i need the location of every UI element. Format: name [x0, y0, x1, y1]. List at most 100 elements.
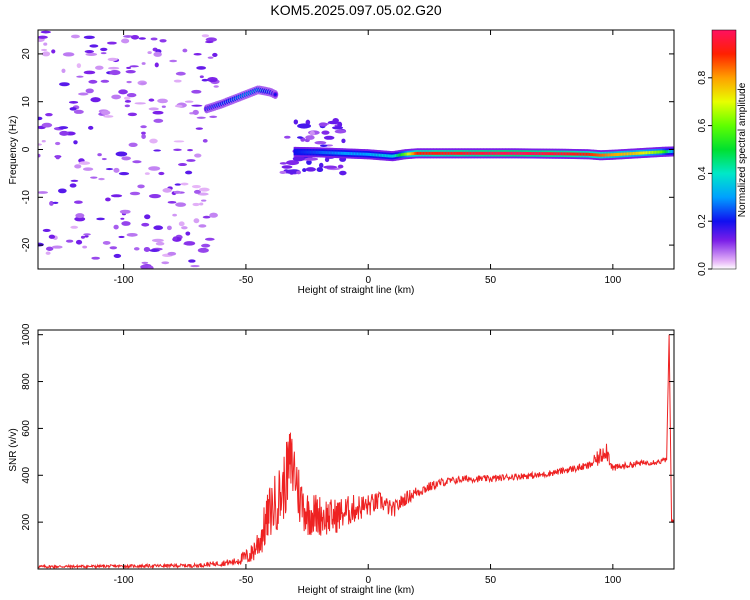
tone-core [427, 151, 430, 155]
y-tick-label: 400 [21, 466, 32, 483]
tone-core [460, 151, 464, 155]
tone-core [430, 151, 433, 155]
tone-core [336, 151, 339, 155]
tone-core [560, 152, 564, 156]
tone-core [356, 152, 360, 156]
noise-blob [82, 167, 94, 171]
noise-blob [194, 153, 202, 158]
noise-blob [105, 168, 114, 171]
noise-blob [180, 182, 189, 186]
tone-core [647, 151, 650, 155]
tone-core [459, 151, 462, 155]
tone-core [424, 151, 427, 155]
noise-blob [90, 176, 98, 179]
noise-blob [148, 166, 161, 171]
noise-blob [41, 51, 51, 57]
tone-core [662, 150, 665, 154]
tone-core [625, 152, 628, 156]
tone-core [433, 151, 436, 155]
tone-core [387, 154, 390, 158]
tone-core [418, 151, 421, 155]
x-tick-label: 50 [485, 275, 497, 286]
tone-core [656, 150, 659, 154]
tone-core [381, 153, 385, 157]
tone-core [364, 152, 367, 156]
noise-blob [147, 51, 152, 54]
noise-blob [201, 199, 207, 202]
tone-core [638, 151, 641, 155]
noise-blob [153, 51, 162, 57]
noise-blob [100, 47, 108, 52]
snr-line [38, 334, 674, 569]
noise-blob [123, 96, 131, 101]
tone-core [462, 151, 465, 155]
tone-core [465, 151, 468, 155]
noise-blob [70, 179, 79, 182]
noise-blob [111, 94, 122, 100]
tone-core [314, 150, 317, 154]
tone-core [443, 151, 446, 155]
x-tick-label: 100 [605, 275, 622, 286]
tone-core [654, 150, 658, 154]
noise-blob [51, 245, 63, 249]
noise-blob [161, 261, 170, 265]
noise-blob [196, 116, 206, 119]
tone-core [670, 149, 674, 153]
tone-core [579, 152, 583, 156]
tone-core [487, 151, 490, 155]
colorbar-tick-label: 0.8 [697, 70, 708, 84]
spectrogram-y-ticks: -20 -10 0 10 20 [21, 48, 674, 252]
tone-core [312, 150, 316, 154]
tone-core [383, 154, 386, 158]
tone-core [541, 152, 545, 156]
tone-core [601, 153, 605, 157]
tone-core [559, 152, 562, 156]
tone-core [339, 151, 342, 155]
noise-blob [198, 224, 207, 228]
noise-blob [113, 253, 122, 258]
noise-blob [58, 126, 69, 130]
tone-core [550, 152, 553, 156]
colorbar-tick-label: 0.4 [697, 166, 708, 180]
tone-core [453, 151, 457, 155]
noise-blob [76, 63, 82, 69]
tone-core [463, 151, 467, 155]
tone-core [372, 153, 376, 157]
noise-blob [297, 136, 303, 139]
noise-blob [61, 68, 66, 73]
noise-blob [48, 234, 56, 239]
noise-blob [106, 41, 117, 45]
noise-blob [154, 62, 159, 68]
tone-core [390, 154, 393, 158]
tone-core [635, 151, 639, 155]
tone-core [389, 154, 392, 158]
tone-core [391, 154, 395, 158]
noise-blob [91, 256, 101, 260]
tone-core [540, 152, 543, 156]
tone-core [311, 150, 314, 154]
noise-blob [65, 239, 74, 243]
noise-blob [175, 71, 186, 76]
noise-blob [143, 246, 151, 252]
noise-blob [129, 191, 141, 196]
tone-core [406, 152, 410, 156]
noise-blob [41, 48, 48, 52]
noise-blob [332, 126, 344, 130]
tone-core [603, 153, 606, 157]
tone-core [411, 152, 414, 156]
noise-blob [212, 52, 218, 58]
tone-core [396, 153, 399, 157]
noise-blob [126, 93, 137, 98]
noise-blob [202, 139, 208, 143]
noise-blob [306, 159, 312, 165]
tone-core [478, 151, 481, 155]
tone-core [666, 150, 669, 154]
noise-blob [73, 109, 84, 114]
tone-core [323, 151, 326, 155]
tone-core [524, 151, 527, 155]
tone-core [444, 151, 448, 155]
y-tick-label: 0 [21, 146, 32, 152]
noise-blob [59, 82, 70, 87]
tone-core [320, 150, 323, 154]
tone-core [393, 154, 396, 158]
